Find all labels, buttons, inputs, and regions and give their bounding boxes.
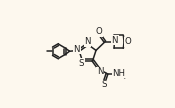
- Text: N: N: [84, 37, 91, 46]
- Text: N: N: [111, 36, 118, 45]
- Text: N: N: [97, 67, 103, 76]
- Text: O: O: [124, 37, 131, 46]
- Text: S: S: [79, 59, 84, 68]
- Text: S: S: [102, 80, 107, 89]
- Text: NH: NH: [113, 69, 126, 78]
- Text: N: N: [74, 45, 80, 54]
- Text: O: O: [96, 27, 102, 36]
